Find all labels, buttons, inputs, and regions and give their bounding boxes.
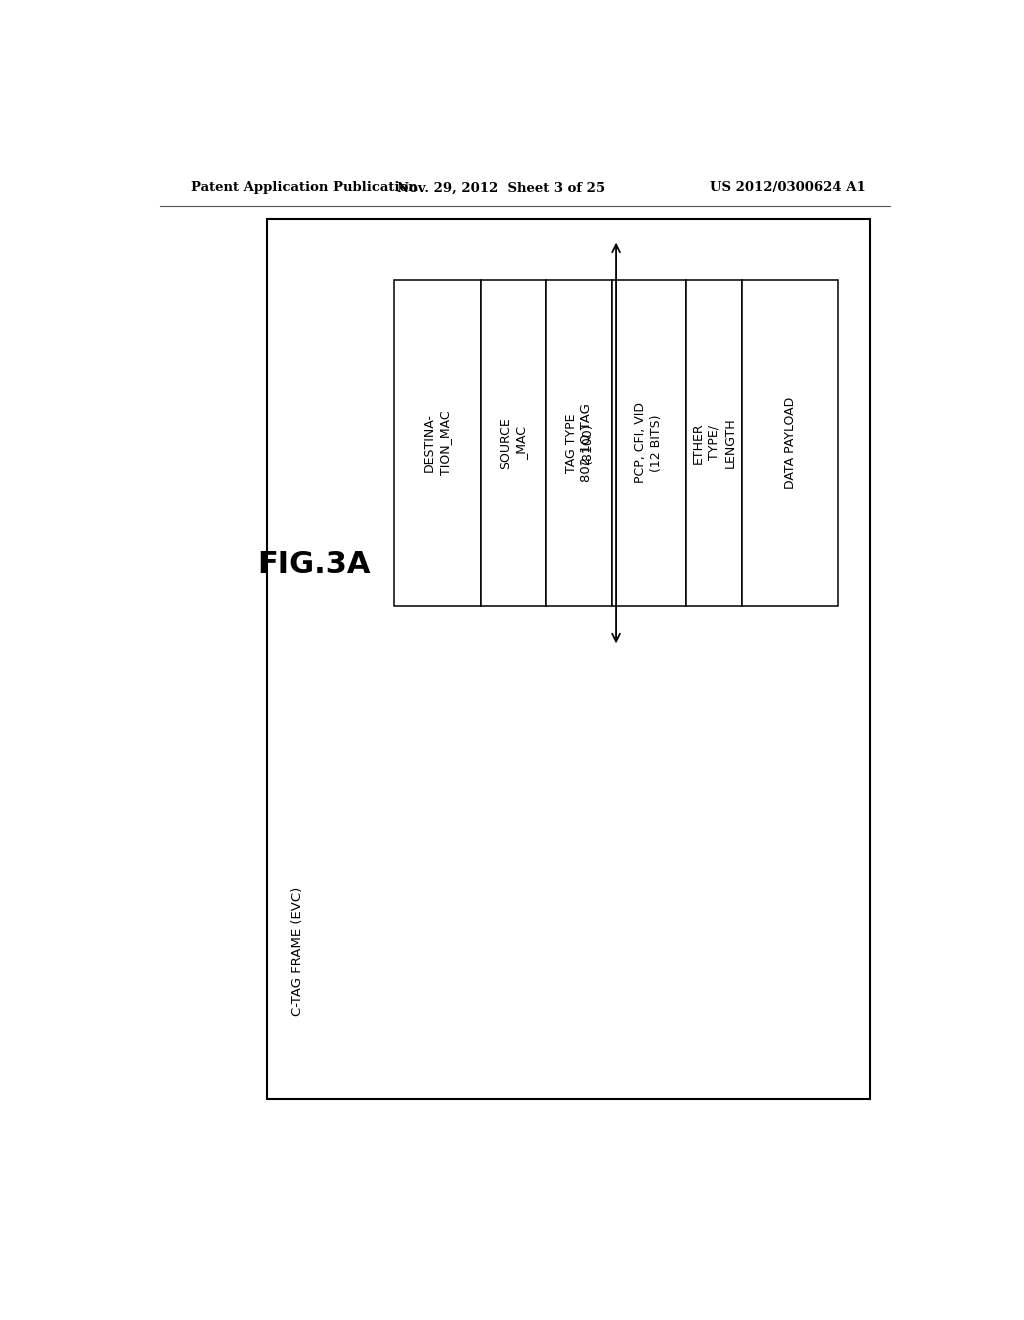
- Text: Patent Application Publication: Patent Application Publication: [191, 181, 418, 194]
- Bar: [481, 280, 547, 606]
- Text: PCP, CFI, VID
(12 BITS): PCP, CFI, VID (12 BITS): [634, 403, 664, 483]
- Text: DATA PAYLOAD: DATA PAYLOAD: [783, 397, 797, 490]
- Bar: [611, 280, 686, 606]
- Text: Nov. 29, 2012  Sheet 3 of 25: Nov. 29, 2012 Sheet 3 of 25: [397, 181, 605, 194]
- Bar: [267, 219, 870, 1098]
- Text: FIG.3A: FIG.3A: [258, 550, 372, 579]
- Bar: [742, 280, 839, 606]
- Bar: [547, 280, 611, 606]
- Bar: [686, 280, 742, 606]
- Text: SOURCE
_MAC: SOURCE _MAC: [499, 417, 528, 469]
- Text: TAG TYPE
(8100): TAG TYPE (8100): [564, 413, 594, 473]
- Text: ETHER
TYPE/
LENGTH: ETHER TYPE/ LENGTH: [691, 417, 736, 469]
- Text: US 2012/0300624 A1: US 2012/0300624 A1: [711, 181, 866, 194]
- Text: 802.1Q TAG: 802.1Q TAG: [580, 404, 593, 482]
- Bar: [394, 280, 481, 606]
- Text: C-TAG FRAME (EVC): C-TAG FRAME (EVC): [291, 887, 303, 1016]
- Text: DESTINA-
TION_MAC: DESTINA- TION_MAC: [423, 411, 452, 475]
